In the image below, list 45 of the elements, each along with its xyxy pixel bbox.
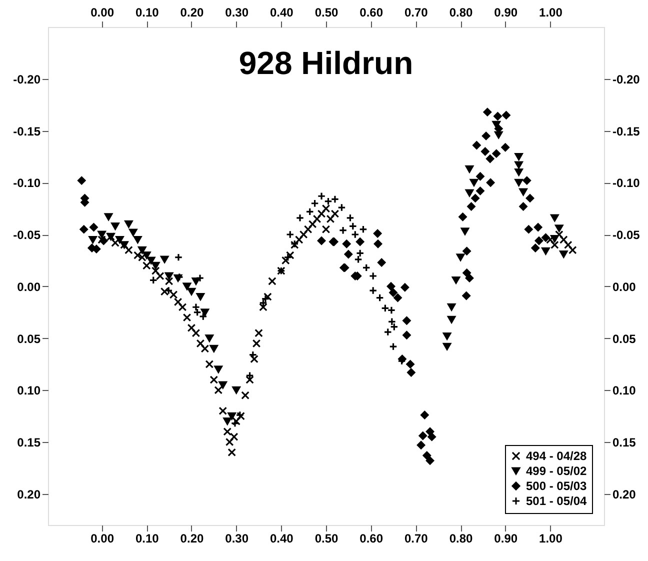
y2-tick-label: 0.20 [612, 487, 636, 502]
x-tick-label: 0.20 [180, 532, 204, 546]
x2-tick-label: 0.00 [90, 6, 114, 20]
y2-tick-label: 0.10 [612, 384, 636, 398]
x-tick-label: 0.00 [90, 532, 114, 546]
y-tick-label: 0.10 [17, 384, 41, 398]
y-tick-label: 0.00 [17, 280, 41, 294]
y-tick-label: -0.05 [13, 228, 41, 242]
y-tick-label: -0.15 [13, 124, 41, 138]
y-tick-label: -0.10 [13, 176, 41, 190]
y-tick-label: 0.15 [17, 436, 41, 450]
x-tick-label: 0.30 [225, 532, 249, 546]
text: 928 Hildrun [238, 45, 414, 81]
x2-tick-label: 0.30 [225, 6, 249, 20]
x2-tick-label: 0.80 [449, 6, 474, 20]
x-tick-label: 1.00 [539, 532, 563, 546]
y2-tick-label: -0.15 [612, 124, 640, 138]
y2-tick-label: 0.00 [612, 280, 636, 294]
x-tick-label: 0.10 [135, 532, 160, 546]
y-tick-label: 0.05 [17, 332, 41, 346]
x2-tick-label: 0.20 [180, 6, 204, 20]
x2-tick-label: 0.60 [360, 6, 384, 20]
x2-tick-label: 0.70 [404, 6, 428, 20]
legend-label: 501 - 05/04 [526, 494, 588, 508]
x-tick-label: 0.40 [270, 532, 294, 546]
x-tick-label: 0.60 [360, 532, 384, 546]
x-tick-label: 0.50 [314, 532, 338, 546]
x2-tick-label: 0.50 [314, 6, 338, 20]
y-tick-label: -0.20 [13, 72, 41, 86]
x-tick-label: 0.80 [449, 532, 474, 546]
y2-tick-label: -0.05 [612, 228, 640, 242]
x2-tick-label: 0.10 [135, 6, 160, 20]
legend-label: 500 - 05/03 [526, 479, 588, 493]
x2-tick-label: 1.00 [539, 6, 563, 20]
y2-tick-label: 0.05 [612, 332, 636, 346]
x2-tick-label: 0.40 [270, 6, 294, 20]
y2-tick-label: -0.20 [612, 72, 640, 86]
y2-tick-label: -0.10 [612, 176, 640, 190]
legend-label: 494 - 04/28 [526, 449, 588, 463]
legend-label: 499 - 05/02 [526, 464, 588, 478]
x2-tick-label: 0.90 [494, 6, 518, 20]
x-tick-label: 0.70 [404, 532, 428, 546]
x-tick-label: 0.90 [494, 532, 518, 546]
y-tick-label: 0.20 [17, 487, 41, 502]
y2-tick-label: 0.15 [612, 436, 636, 450]
